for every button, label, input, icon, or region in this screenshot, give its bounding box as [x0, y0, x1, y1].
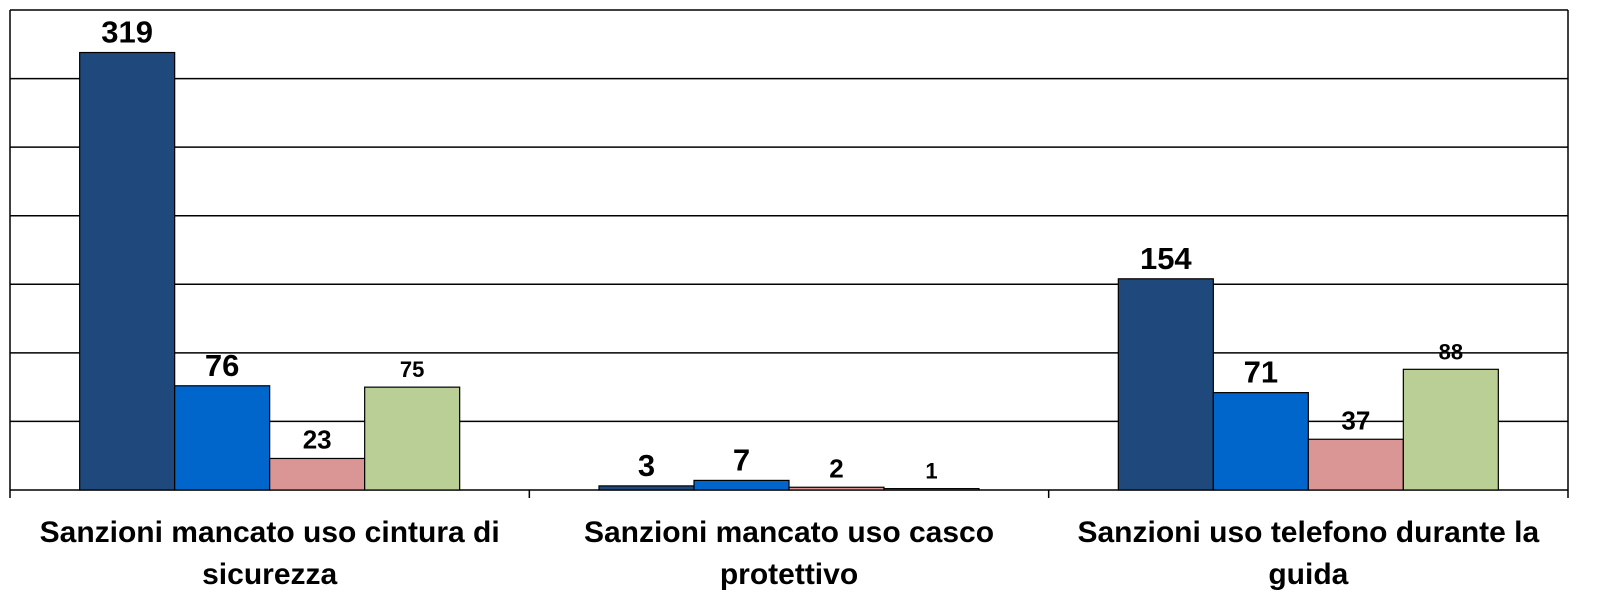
bar — [1212, 392, 1309, 491]
bar — [79, 51, 176, 491]
x-tick-label: Sanzioni mancato uso cintura di sicurezz… — [39, 516, 500, 591]
bar — [788, 486, 885, 491]
bar — [1402, 368, 1499, 491]
bar — [883, 488, 980, 491]
bar — [693, 479, 790, 491]
data-label: 88 — [1439, 339, 1463, 364]
data-label: 76 — [205, 348, 239, 383]
data-label: 2 — [829, 453, 843, 483]
data-label: 154 — [1140, 241, 1192, 276]
x-tick-label: Sanzioni mancato uso casco protettivo — [583, 516, 995, 591]
bar — [269, 457, 366, 491]
data-label: 3 — [638, 448, 655, 483]
x-tick-label: Sanzioni uso telefono durante la guida — [1077, 516, 1540, 591]
bar — [598, 485, 695, 491]
bar — [364, 386, 461, 491]
data-label: 319 — [101, 15, 153, 50]
bar — [1307, 438, 1404, 491]
bar — [1117, 278, 1214, 491]
bar — [174, 385, 271, 491]
data-label: 37 — [1341, 405, 1370, 435]
data-label: 71 — [1244, 355, 1278, 390]
data-label: 75 — [400, 357, 424, 382]
data-label: 23 — [303, 424, 332, 454]
data-label: 1 — [925, 459, 937, 484]
data-label: 7 — [733, 442, 750, 477]
